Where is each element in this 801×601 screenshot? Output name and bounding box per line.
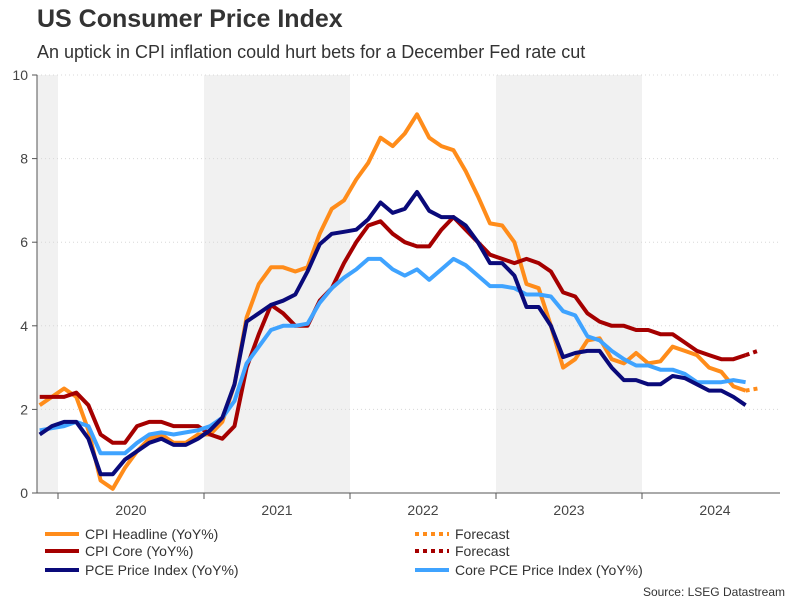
x-tick-label: 2022 bbox=[407, 502, 438, 518]
y-tick-label: 2 bbox=[20, 401, 28, 417]
forecast-line-0 bbox=[745, 386, 759, 393]
y-tick-label: 6 bbox=[20, 234, 28, 250]
legend-label: Core PCE Price Index (YoY%) bbox=[455, 562, 643, 578]
shaded-band-2021 bbox=[204, 75, 350, 493]
chart-title: US Consumer Price Index bbox=[37, 5, 343, 33]
y-tick-label: 8 bbox=[20, 151, 28, 167]
series-line-1 bbox=[39, 215, 747, 445]
legend-label: Forecast bbox=[455, 543, 510, 559]
y-tick-label: 0 bbox=[20, 485, 28, 501]
shaded-band-2019 bbox=[37, 75, 58, 493]
forecast-line-1 bbox=[744, 349, 759, 357]
x-tick-label: 2021 bbox=[261, 502, 292, 518]
legend-label: PCE Price Index (YoY%) bbox=[85, 562, 239, 578]
source-note: Source: LSEG Datastream bbox=[642, 585, 785, 599]
series-line-2 bbox=[38, 190, 747, 477]
series-line-3 bbox=[39, 256, 746, 456]
legend-label: CPI Core (YoY%) bbox=[85, 543, 193, 559]
x-tick-label: 2023 bbox=[553, 502, 584, 518]
shaded-band-2023 bbox=[496, 75, 642, 493]
x-tick-label: 2020 bbox=[115, 502, 146, 518]
legend: CPI Headline (YoY%) Forecast CPI Core (YoY… bbox=[45, 526, 643, 578]
chart-subtitle: An uptick in CPI inflation could hurt be… bbox=[37, 42, 586, 62]
y-tick-label: 4 bbox=[20, 318, 28, 334]
y-tick-label: 10 bbox=[12, 67, 28, 83]
legend-label: CPI Headline (YoY%) bbox=[85, 526, 218, 542]
x-tick-label: 2024 bbox=[699, 502, 730, 518]
legend-label: Forecast bbox=[455, 526, 510, 542]
